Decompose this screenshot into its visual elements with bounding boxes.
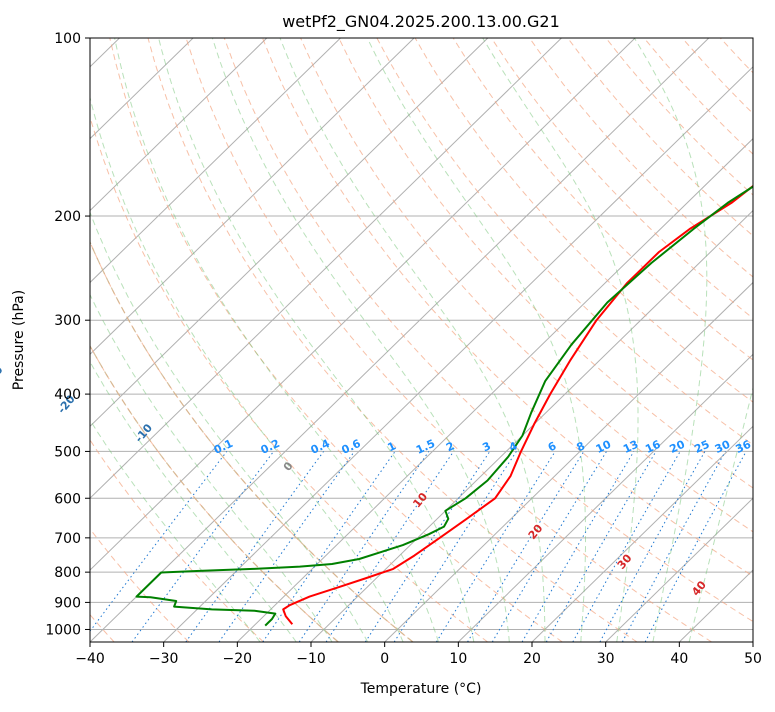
x-axis-label: Temperature (°C): [360, 681, 482, 697]
moist-adiabat: [483, 38, 638, 642]
x-tick-label: −10: [296, 651, 326, 667]
dry-adiabat: [72, 38, 488, 642]
mixing-ratio-label: 0.4: [309, 437, 332, 457]
dry-adiabat: [0, 38, 338, 642]
mixing-ratio-line: [82, 451, 227, 642]
isotherm-gridline: [0, 38, 193, 642]
isotherm-gridline: [0, 38, 341, 642]
moist-adiabat: [689, 38, 775, 642]
mixing-ratio-label: 6: [546, 439, 559, 454]
x-tick-label: 10: [449, 651, 467, 667]
dry-adiabat: [759, 38, 775, 642]
moist-adiabat: [18, 38, 332, 642]
moist-adiabat-label: 40: [689, 578, 709, 598]
moist-adiabat: [115, 38, 439, 642]
moist-adiabat: [0, 38, 260, 642]
moist-adiabat: [159, 38, 474, 642]
dry-adiabat: [0, 38, 263, 642]
dry-adiabat: [148, 38, 637, 642]
mixing-ratio-line: [573, 451, 680, 642]
y-tick-label: 600: [54, 491, 81, 507]
dry-adiabat: [453, 38, 775, 642]
y-tick-label: 900: [54, 595, 81, 611]
moist-adiabat: [78, 38, 403, 642]
x-tick-label: −40: [75, 651, 105, 667]
isotherm-gridline: [0, 38, 488, 642]
moist-adiabat: [280, 38, 545, 642]
mixing-ratio-label: 0.2: [259, 437, 282, 457]
mixing-ratio-line: [492, 451, 606, 642]
mixing-ratio-label: 1: [386, 439, 398, 454]
mixing-ratio-line: [468, 451, 584, 642]
y-tick-label: 100: [54, 31, 81, 47]
mixing-ratio-line: [219, 451, 354, 642]
dry-adiabat: [644, 38, 775, 642]
y-tick-label: 300: [54, 313, 81, 329]
y-tick-label: 800: [54, 565, 81, 581]
dry-adiabat-label: -30: [0, 363, 6, 387]
mixing-ratio-line: [186, 451, 324, 642]
x-tick-label: −20: [223, 651, 253, 667]
isotherm-gridline: [90, 38, 709, 642]
mixing-ratio-label: 16: [643, 438, 663, 456]
dry-adiabat: [301, 38, 775, 642]
dry-adiabat-label: -10: [132, 421, 155, 445]
x-tick-label: 0: [380, 651, 389, 667]
isotherm-gridline: [532, 38, 775, 642]
mixing-ratio-label: 0.6: [340, 437, 363, 457]
mixing-ratio-line: [622, 451, 725, 642]
isotherm-gridline: [0, 38, 267, 642]
mixing-ratio-label: 3: [480, 439, 492, 454]
dry-adiabat: [606, 38, 775, 642]
dry-adiabat: [0, 38, 189, 642]
isotherm-gridline: [753, 38, 775, 642]
mixing-ratio-label: 30: [713, 438, 733, 456]
y-tick-label: 500: [54, 444, 81, 460]
mixing-ratio-line: [645, 451, 746, 642]
mixing-ratio-line: [600, 451, 705, 642]
dry-adiabat: [720, 38, 775, 642]
dry-adiabat: [530, 38, 775, 642]
mixing-ratio-line: [394, 451, 516, 642]
x-tick-label: 40: [670, 651, 688, 667]
isotherm-gridline: [16, 38, 635, 642]
mixing-ratio-label: 10: [594, 438, 614, 456]
moist-adiabat: [46, 38, 368, 642]
mixing-ratio-label: 25: [692, 438, 711, 456]
mixing-ratio-line: [546, 451, 656, 642]
mixing-ratio-line: [263, 451, 395, 642]
x-tick-label: −30: [149, 651, 179, 667]
mixing-ratio-label: 1.5: [414, 437, 437, 457]
moist-adiabat: [634, 38, 706, 642]
dry-adiabat: [682, 38, 775, 642]
mixing-ratio-line: [132, 451, 274, 642]
y-axis-label: Pressure (hPa): [11, 290, 27, 390]
mixing-ratio-label: 20: [668, 438, 688, 456]
moist-adiabat-label: 10: [410, 490, 430, 510]
x-tick-label: 20: [523, 651, 541, 667]
y-tick-label: 700: [54, 531, 81, 547]
dry-adiabat: [224, 38, 775, 642]
x-tick-label: 50: [744, 651, 762, 667]
dry-adiabat-reference: [0, 38, 338, 642]
y-tick-label: 1000: [45, 622, 81, 638]
moist-adiabat-label: 20: [526, 522, 546, 542]
y-tick-label: 400: [54, 387, 81, 403]
moist-adiabat-label: 30: [615, 551, 635, 571]
y-tick-label: 200: [54, 209, 81, 225]
isotherm-gridline: [0, 38, 414, 642]
x-tick-label: 30: [597, 651, 615, 667]
chart-title: wetPf2_GN04.2025.200.13.00.G21: [282, 12, 560, 32]
